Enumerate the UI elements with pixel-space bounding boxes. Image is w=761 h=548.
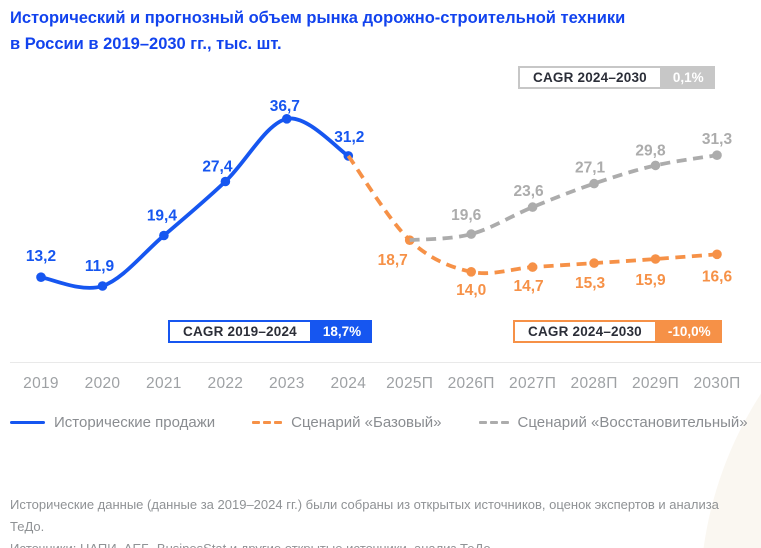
x-axis-label: 2021 (146, 375, 182, 392)
cagr-base-value: -10,0% (656, 320, 722, 343)
legend-label-historical: Исторические продажи (54, 414, 216, 431)
legend-item-historical: Исторические продажи (10, 414, 215, 431)
series-line-recovery (409, 153, 718, 243)
data-point-base (527, 262, 538, 272)
data-point-recovery (466, 229, 477, 239)
cagr-historical-value: 18,7% (311, 320, 373, 343)
legend-swatch-solid-line-icon (10, 420, 45, 425)
data-point-recovery (527, 202, 538, 212)
x-axis-label: 2022 (207, 375, 244, 392)
data-label-recovery: 23,6 (514, 183, 545, 200)
data-point-historical (97, 281, 108, 291)
data-label-recovery: 27,1 (575, 160, 606, 177)
cagr-badge-base: CAGR 2024–2030 -10,0% (513, 320, 722, 343)
data-point-historical (159, 230, 169, 241)
data-point-recovery (712, 150, 722, 160)
data-label-base: 15,3 (575, 275, 606, 292)
legend-item-recovery: Сценарий «Восстановительный» (478, 414, 748, 431)
data-label-recovery: 29,8 (635, 142, 666, 159)
x-axis-label: 2025П (386, 375, 434, 392)
legend-label-base: Сценарий «Базовый» (291, 414, 442, 431)
x-axis-label: 2029П (631, 375, 680, 392)
x-axis: 2019 2020 2021 2022 2023 2024 2025П 2026П 2027П 2… (0, 375, 761, 395)
cagr-historical-label: CAGR 2019–2024 (168, 320, 312, 343)
footnote-line1: Исторические данные (данные за 2019–2024… (10, 497, 719, 534)
data-label-historical: 27,4 (202, 159, 233, 176)
footnote: Исторические данные (данные за 2019–2024… (10, 494, 755, 548)
data-label-historical: 36,7 (270, 98, 300, 115)
series-line-historical (40, 116, 350, 290)
x-axis-label: 2030П (693, 375, 741, 392)
cagr-base-label: CAGR 2024–2030 (513, 320, 657, 343)
data-point-historical (220, 176, 231, 187)
data-point-base (712, 249, 722, 260)
data-point-recovery (650, 160, 661, 171)
footnote-line2: Источники: НАПИ, АЕБ, BusinesStat и друг… (10, 538, 755, 548)
series-line-base (346, 154, 718, 276)
data-label-historical: 19,4 (147, 208, 178, 225)
data-point-base (589, 258, 599, 268)
data-label-base: 14,0 (456, 282, 486, 299)
data-label-base: 18,7 (378, 252, 408, 269)
data-point-base (466, 267, 477, 277)
x-axis-label: 2027П (509, 375, 557, 392)
axis-divider (10, 362, 761, 363)
data-label-base: 16,6 (702, 268, 733, 285)
legend-swatch-dashed-line-icon (252, 420, 283, 425)
cagr-recovery-value: 0,1% (661, 66, 715, 89)
data-label-historical: 31,2 (334, 129, 364, 146)
data-label-recovery: 31,3 (702, 131, 733, 148)
data-point-historical (343, 151, 354, 161)
chart-title: Исторический и прогнозный объем рынка до… (10, 6, 730, 57)
x-axis-label: 2019 (23, 375, 59, 392)
cagr-recovery-label: CAGR 2024–2030 (518, 66, 662, 89)
data-point-base (404, 235, 415, 245)
data-label-base: 14,7 (514, 278, 544, 295)
x-axis-label: 2023 (268, 375, 305, 392)
cagr-badge-recovery: CAGR 2024–2030 0,1% (518, 66, 715, 89)
data-label-historical: 11,9 (85, 258, 115, 275)
legend: Исторические продажи Сценарий «Базовый» … (10, 414, 748, 431)
x-axis-label: 2024 (330, 375, 367, 392)
x-axis-label: 2028П (570, 375, 618, 392)
legend-item-base: Сценарий «Базовый» (252, 414, 442, 431)
data-point-base (650, 254, 661, 264)
x-axis-label: 2026П (447, 375, 495, 392)
chart-title-line2: в России в 2019–2030 гг., тыс. шт. (10, 34, 282, 53)
cagr-badge-historical: CAGR 2019–2024 18,7% (168, 320, 373, 343)
legend-swatch-dashed-line-icon (478, 420, 509, 425)
legend-label-recovery: Сценарий «Восстановительный» (517, 414, 748, 431)
data-point-historical (36, 272, 46, 283)
chart-title-line1: Исторический и прогнозный объем рынка до… (10, 9, 626, 27)
x-axis-label: 2020 (84, 375, 121, 392)
data-point-recovery (589, 178, 599, 189)
data-label-historical: 13,2 (26, 248, 56, 265)
data-label-base: 15,9 (635, 272, 666, 289)
data-point-historical (282, 114, 292, 124)
data-label-recovery: 19,6 (451, 207, 482, 224)
